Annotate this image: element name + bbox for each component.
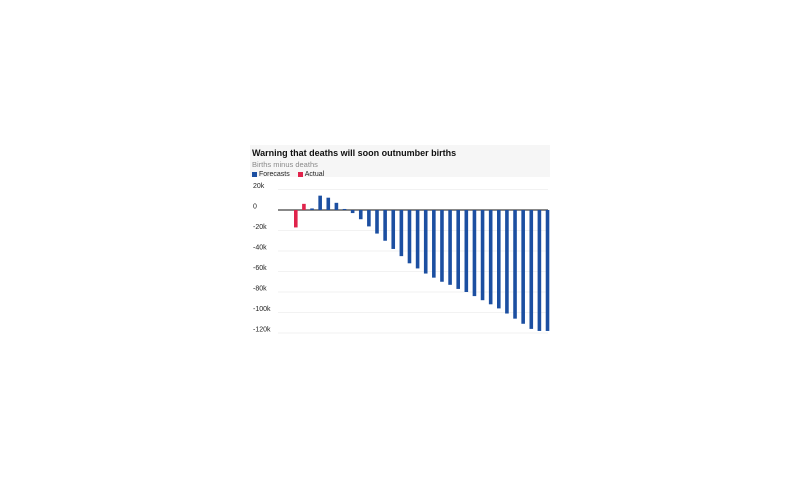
bar-forecasts: [375, 210, 379, 234]
bar-actual: [294, 210, 298, 228]
chart-plot: 20k 0 -20k -40k -60k -80k -100k -120k: [253, 183, 550, 334]
bar-forecasts: [423, 210, 428, 274]
chart-header: Warning that deaths will soon outnumber …: [250, 145, 550, 177]
legend-swatch-actual: [297, 172, 303, 177]
y-tick-label: -120k: [253, 327, 271, 334]
bar-forecasts: [383, 210, 387, 241]
bar-forecasts: [318, 195, 322, 210]
bar-forecasts: [497, 210, 501, 309]
legend-label-actual: Actual: [304, 171, 325, 178]
chart-legend: Forecasts Actual: [252, 171, 324, 178]
bar-forecasts: [415, 210, 420, 269]
bar-forecasts: [367, 210, 371, 227]
bar-forecasts: [350, 210, 355, 214]
bar-forecasts: [513, 210, 517, 319]
bar-forecasts: [529, 210, 534, 329]
bar-forecasts: [480, 210, 485, 301]
bar-forecasts: [407, 210, 412, 264]
chart-title: Warning that deaths will soon outnumber …: [252, 148, 457, 158]
y-tick-label: -100k: [253, 306, 271, 313]
bar-forecasts: [399, 210, 404, 257]
y-tick-label: -80k: [253, 286, 267, 293]
legend-item-actual: Actual: [297, 171, 325, 178]
y-tick-label: -60k: [253, 265, 267, 272]
bar-forecasts: [472, 210, 477, 297]
y-tick-label: -20k: [253, 224, 267, 231]
bar-forecasts: [464, 210, 469, 292]
bar-forecasts: [488, 210, 493, 305]
legend-swatch-forecasts: [252, 172, 257, 177]
chart-subtitle: Births minus deaths: [252, 160, 318, 169]
bar-forecasts: [456, 210, 460, 289]
bar-forecasts: [545, 210, 550, 331]
y-tick-label: 20k: [253, 183, 265, 190]
y-tick-label: 0: [253, 204, 257, 211]
bar-forecasts: [326, 197, 331, 210]
legend-label-forecasts: Forecasts: [259, 171, 290, 178]
bar-forecasts: [432, 210, 436, 278]
bar-forecasts: [334, 202, 339, 210]
legend-item-forecasts: Forecasts: [252, 171, 290, 178]
bar-forecasts: [521, 210, 525, 324]
bar-forecasts: [342, 208, 347, 210]
chart-card: Warning that deaths will soon outnumber …: [250, 145, 550, 340]
bar-forecasts: [358, 210, 363, 220]
bar-forecasts: [391, 210, 396, 249]
y-tick-label: -40k: [253, 245, 267, 252]
bar-actual: [302, 203, 306, 210]
bar-forecasts: [448, 210, 452, 285]
bar-forecasts: [440, 210, 444, 282]
bar-forecasts: [505, 210, 509, 314]
bar-forecasts: [310, 208, 314, 210]
bar-forecasts: [537, 210, 542, 331]
